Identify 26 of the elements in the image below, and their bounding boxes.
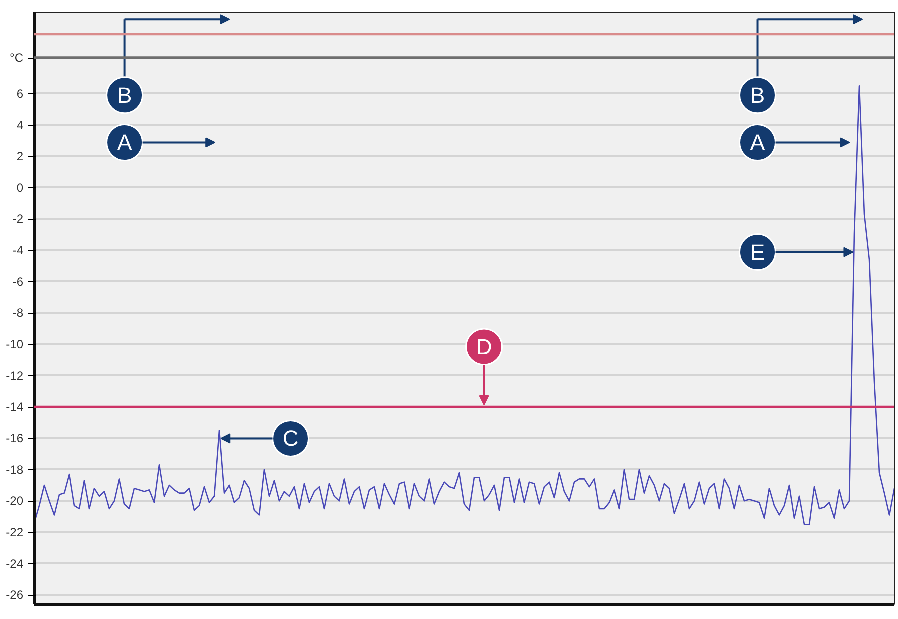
y-tick-label: -10 — [6, 338, 24, 352]
y-tick-label: -2 — [12, 212, 24, 226]
y-tick-label: -22 — [6, 525, 24, 540]
y-axis-title: °C — [10, 51, 24, 66]
annotation: E — [750, 240, 766, 265]
y-tick-label: -14 — [6, 400, 24, 414]
annotation: D — [476, 334, 492, 360]
y-tick-label: -24 — [6, 556, 24, 571]
annotation: A — [117, 130, 132, 156]
annotation: C — [282, 426, 299, 452]
y-tick-label: 6 — [16, 86, 24, 101]
annotation: B — [117, 82, 132, 108]
y-tick-label: 2 — [16, 150, 24, 164]
y-tick-label: -20 — [6, 494, 24, 508]
y-tick-label: -8 — [12, 306, 24, 320]
y-tick-label: -6 — [12, 274, 24, 289]
annotation: A — [750, 130, 766, 156]
annotation: B — [750, 82, 766, 108]
y-tick-label: -26 — [6, 588, 24, 602]
y-tick-label: 4 — [16, 118, 24, 132]
line-series — [34, 85, 894, 526]
y-tick-label: -12 — [6, 368, 24, 383]
y-tick-label: -4 — [12, 244, 24, 258]
y-tick-label: 0 — [16, 180, 24, 195]
y-tick-label: -16 — [6, 431, 24, 446]
y-tick-label: -18 — [6, 462, 24, 477]
